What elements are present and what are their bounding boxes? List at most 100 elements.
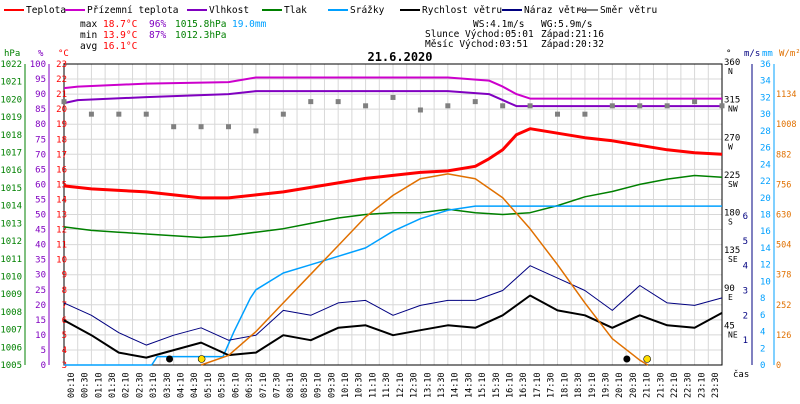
tick-label-wind-dir-compass: NE — [728, 330, 738, 339]
series-wind-direction-point — [226, 124, 231, 130]
series-wind-direction-point — [335, 99, 341, 105]
series-wind-direction-point — [664, 103, 670, 109]
tick-label-solar: 378 — [776, 271, 791, 281]
tick-label-time: 23:10 — [697, 372, 707, 398]
tick-label-humidity: 95 — [35, 75, 46, 85]
tick-label-solar: 630 — [776, 211, 791, 221]
tick-label-time: 20:30 — [629, 372, 639, 398]
tick-label-time: 02:30 — [135, 372, 145, 398]
tick-label-time: 05:10 — [204, 372, 214, 398]
tick-label-wind-dir-compass: SW — [728, 180, 738, 189]
tick-label-wind-dir: 45 — [724, 321, 735, 331]
tick-label-rain: 10 — [760, 277, 771, 287]
tick-label-pressure: 1016 — [0, 166, 22, 176]
series-wind-direction-point — [527, 103, 533, 109]
stat-min-press: 1012.3hPa — [175, 30, 226, 41]
series-wind-speed — [63, 294, 723, 359]
unit-time: čas — [733, 369, 749, 380]
tick-label-temperature: 9 — [62, 271, 67, 281]
tick-label-pressure: 1007 — [0, 326, 22, 336]
series-humidity — [63, 90, 722, 108]
tick-label-temperature: 15 — [56, 180, 67, 190]
legend-label: Srážky — [350, 5, 385, 16]
tick-label-time: 04:30 — [190, 372, 200, 398]
series-wind-direction-point — [363, 103, 369, 109]
tick-label-humidity: 80 — [35, 120, 46, 130]
series-wind-direction-point — [692, 99, 698, 105]
tick-label-humidity: 45 — [35, 226, 46, 236]
tick-label-time: 13:30 — [437, 372, 447, 398]
stat-avg-temp: 16.1°C — [103, 41, 137, 52]
tick-label-time: 19:30 — [601, 372, 611, 398]
tick-label-time: 07:30 — [272, 372, 282, 398]
tick-label-humidity: 25 — [35, 286, 46, 296]
tick-label-temperature: 11 — [56, 241, 67, 251]
tick-label-rain: 32 — [760, 93, 771, 103]
tick-label-time: 12:30 — [410, 372, 420, 398]
tick-label-temperature: 18 — [56, 135, 67, 145]
tick-label-wind-dir-compass: W — [728, 142, 733, 151]
tick-label-temperature: 5 — [62, 331, 67, 341]
tick-label-time: 19:10 — [588, 372, 598, 398]
tick-label-humidity: 100 — [30, 60, 46, 70]
series-temperature — [63, 127, 723, 200]
chart-title: 21.6.2020 — [367, 50, 432, 64]
plot-frame — [63, 63, 723, 366]
tick-label-rain: 4 — [760, 328, 765, 338]
tick-label-humidity: 70 — [35, 150, 46, 160]
tick-label-temperature: 20 — [56, 105, 67, 115]
legend: Teplota Přízemní teplota Vlhkost Tlak Srážky… — [4, 5, 657, 16]
tick-label-wind-dir: 360 — [724, 58, 740, 68]
tick-label-wind-speed: 1 — [743, 336, 748, 346]
stat-max-hum: 96% — [149, 19, 166, 30]
tick-label-temperature: 16 — [56, 165, 67, 175]
stat-sun-set: Západ:21:16 — [541, 29, 604, 40]
tick-label-temperature: 4 — [62, 346, 67, 356]
tick-label-temperature: 10 — [56, 256, 67, 266]
unit-wm2: W/m² — [779, 49, 800, 59]
tick-label-rain: 0 — [760, 361, 765, 371]
tick-label-wind-dir: 135 — [724, 246, 740, 256]
tick-label-humidity: 90 — [35, 90, 46, 100]
tick-label-time: 15:30 — [492, 372, 502, 398]
tick-label-time: 17:30 — [547, 372, 557, 398]
tick-label-time: 04:10 — [177, 372, 187, 398]
tick-label-pressure: 1012 — [0, 237, 22, 247]
tick-label-humidity: 75 — [35, 135, 46, 145]
stat-max-label: max — [80, 19, 97, 30]
tick-label-rain: 36 — [760, 60, 771, 70]
stat-min-temp: 13.9°C — [103, 30, 137, 41]
tick-label-time: 16:30 — [519, 372, 529, 398]
tick-label-time: 18:30 — [574, 372, 584, 398]
tick-label-wind-dir: 315 — [724, 96, 740, 106]
unit-hpa: hPa — [4, 49, 20, 59]
tick-label-time: 10:10 — [341, 372, 351, 398]
stat-sun: Slunce Východ:05:01 — [425, 29, 534, 40]
series-layer — [61, 76, 725, 366]
tick-label-pressure: 1010 — [0, 272, 22, 282]
tick-label-wind-speed: 4 — [743, 262, 748, 272]
tick-label-pressure: 1018 — [0, 131, 22, 141]
tick-label-solar: 504 — [776, 241, 791, 251]
stat-wg: WG:5.9m/s — [541, 19, 592, 30]
stats-block: max 18.7°C 96% 1015.8hPa 19.0mm min 13.9… — [80, 19, 604, 52]
tick-label-time: 15:10 — [478, 372, 488, 398]
series-wind-direction-point — [198, 124, 204, 130]
stat-avg-label: avg — [80, 41, 97, 52]
sunset-marker — [643, 355, 651, 363]
tick-label-time: 12:10 — [396, 372, 406, 398]
tick-label-time: 08:10 — [286, 372, 296, 398]
tick-label-time: 16:10 — [506, 372, 516, 398]
series-wind-direction-point — [719, 103, 725, 109]
tick-label-temperature: 22 — [56, 75, 67, 85]
tick-label-solar: 756 — [776, 180, 791, 190]
series-wind-direction-point — [61, 99, 67, 105]
tick-label-wind-dir: 180 — [724, 209, 740, 219]
stat-moon-set: Západ:20:32 — [541, 39, 604, 50]
tick-label-time: 18:10 — [560, 372, 570, 398]
legend-label: Směr větru — [600, 5, 657, 16]
tick-label-time: 22:10 — [670, 372, 680, 398]
tick-label-humidity: 50 — [35, 211, 46, 221]
tick-label-rain: 8 — [760, 294, 765, 304]
tick-label-pressure: 1011 — [0, 255, 22, 265]
